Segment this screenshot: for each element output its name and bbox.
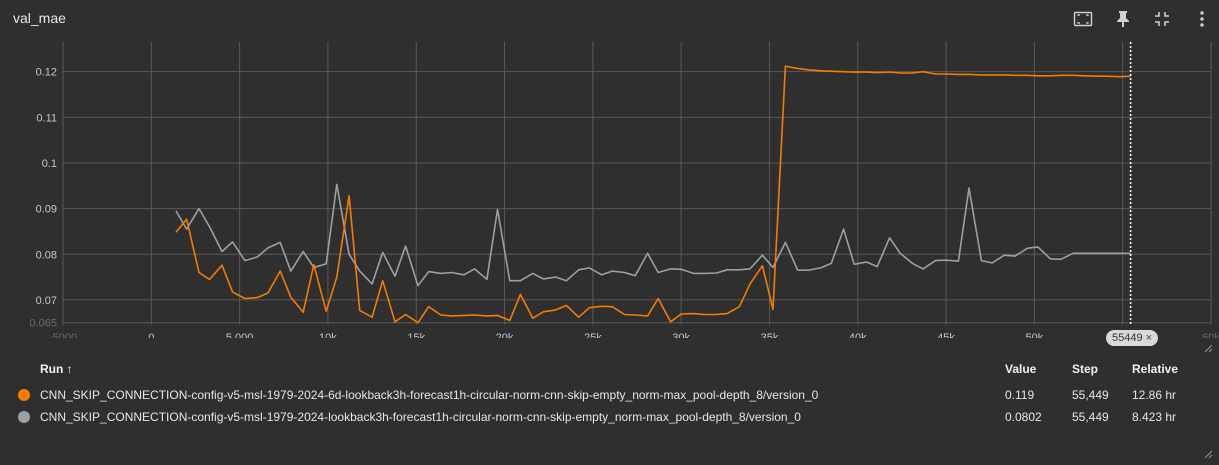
value-column-header[interactable]: Value	[1005, 362, 1037, 376]
line-chart[interactable]: 0.065 0.07 0.08 0.09 0.1 0.11 0.12 -5000 0 5,000…	[0, 38, 1219, 338]
x-tick-label: 50k	[1026, 332, 1044, 338]
series-line-1	[175, 183, 1131, 287]
card-header: val_mae	[0, 0, 1219, 38]
x-axis: -500005,00010k15k20k25k30k35k40k45k50k55…	[49, 332, 1219, 338]
more-options-button[interactable]	[1189, 6, 1215, 32]
series-line-0	[175, 65, 1131, 324]
chart-resize-icon[interactable]	[1203, 343, 1213, 353]
y-tick-label: 0.1	[42, 158, 57, 170]
collapse-icon	[1154, 11, 1170, 27]
run-step: 55,449	[1072, 388, 1109, 402]
y-tick-label: 0.065	[29, 318, 57, 330]
x-tick-label: -5000	[49, 332, 77, 338]
x-tick-label: 10k	[319, 332, 337, 338]
collapse-button[interactable]	[1149, 6, 1175, 32]
hover-step-badge[interactable]: 55449 ×	[1106, 330, 1159, 346]
run-name: CNN_SKIP_CONNECTION-config-v5-msl-1979-2…	[40, 410, 801, 424]
x-tick-label: 60k	[1202, 332, 1219, 338]
x-tick-label: 25k	[584, 332, 602, 338]
y-tick-label: 0.09	[36, 204, 57, 216]
table-row[interactable]: CNN_SKIP_CONNECTION-config-v5-msl-1979-2…	[0, 388, 1219, 410]
run-relative: 8.423 hr	[1132, 410, 1177, 424]
y-tick-label: 0.07	[36, 295, 57, 307]
pin-button[interactable]	[1110, 6, 1136, 32]
hover-step-label: 55449	[1112, 332, 1143, 344]
more-vert-icon	[1199, 10, 1205, 28]
step-column-header[interactable]: Step	[1072, 362, 1099, 376]
fit-domain-button[interactable]	[1070, 6, 1096, 32]
x-tick-label: 45k	[937, 332, 955, 338]
run-value: 0.0802	[1005, 410, 1042, 424]
fit-domain-icon	[1073, 11, 1093, 27]
y-tick-label: 0.08	[36, 249, 57, 261]
x-tick-label: 40k	[849, 332, 867, 338]
run-value: 0.119	[1005, 388, 1035, 402]
y-tick-label: 0.11	[36, 112, 57, 124]
run-color-swatch	[18, 389, 30, 401]
x-tick-label: 20k	[496, 332, 514, 338]
x-tick-label: 35k	[761, 332, 779, 338]
y-tick-label: 0.12	[36, 67, 57, 79]
run-column-header[interactable]: Run ↑	[40, 362, 73, 376]
run-relative: 12.86 hr	[1132, 388, 1177, 402]
run-step: 55,449	[1072, 410, 1109, 424]
chart-grid	[62, 42, 1212, 325]
x-tick-label: 0	[148, 332, 154, 338]
y-axis: 0.065 0.07 0.08 0.09 0.1 0.11 0.12	[29, 67, 57, 330]
table-row[interactable]: CNN_SKIP_CONNECTION-config-v5-msl-1979-2…	[0, 410, 1219, 432]
chart-series	[175, 65, 1131, 324]
x-tick-label: 5,000	[226, 332, 254, 338]
run-color-swatch	[18, 411, 30, 423]
x-tick-label: 30k	[672, 332, 690, 338]
run-name: CNN_SKIP_CONNECTION-config-v5-msl-1979-2…	[40, 388, 819, 402]
table-resize-icon[interactable]	[1203, 449, 1213, 459]
pin-icon	[1116, 10, 1130, 28]
x-tick-label: 15k	[407, 332, 425, 338]
relative-column-header[interactable]: Relative	[1132, 362, 1179, 376]
close-icon[interactable]: ×	[1145, 332, 1153, 344]
card-title: val_mae	[13, 10, 66, 26]
